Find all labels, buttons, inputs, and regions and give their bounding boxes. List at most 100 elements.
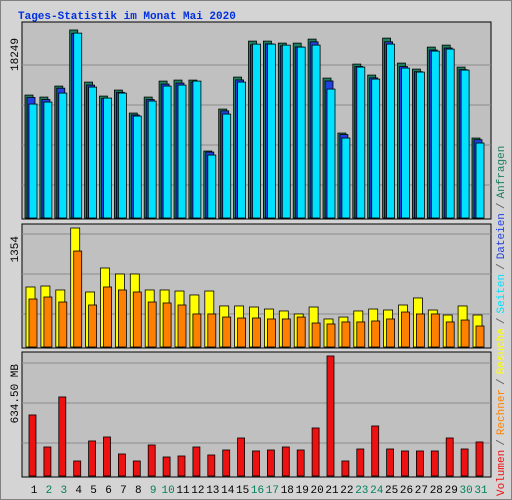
bar xyxy=(460,69,470,219)
bar xyxy=(118,453,126,477)
bar xyxy=(147,444,156,477)
bar xyxy=(252,43,261,219)
legend-separator: / xyxy=(496,318,508,325)
bar xyxy=(58,92,68,219)
bar xyxy=(132,291,142,348)
legend-entry: Volumen xyxy=(496,450,508,496)
bar xyxy=(132,460,141,477)
legend-entry: Dateien xyxy=(496,213,508,259)
bar xyxy=(118,289,127,348)
x-tick-label: 8 xyxy=(135,485,142,497)
bar xyxy=(103,97,112,219)
bar xyxy=(386,318,396,348)
x-tick-label: 5 xyxy=(90,485,97,497)
bar xyxy=(475,441,484,477)
bar xyxy=(28,103,38,219)
bar xyxy=(296,46,306,219)
bar xyxy=(103,436,111,477)
bar xyxy=(73,460,82,477)
bar xyxy=(281,44,291,219)
bar xyxy=(401,450,409,477)
bar xyxy=(415,313,425,348)
x-tick-label: 22 xyxy=(340,485,353,497)
x-tick-label: 14 xyxy=(221,485,235,497)
x-tick-label: 19 xyxy=(296,485,309,497)
bar xyxy=(237,317,247,348)
bar xyxy=(445,437,454,477)
bar xyxy=(341,321,351,348)
y-tick-label: 1354 xyxy=(10,236,22,263)
bar xyxy=(401,311,410,348)
bar xyxy=(415,71,425,219)
legend-separator: / xyxy=(496,263,508,270)
bar xyxy=(311,427,320,477)
bar xyxy=(430,450,439,477)
legend: Volumen / Rechner / Besuche / Seiten / Dateien / A… xyxy=(496,146,508,496)
bar xyxy=(371,320,381,348)
bar xyxy=(237,437,246,477)
bar xyxy=(341,137,351,219)
x-tick-label: 11 xyxy=(176,485,190,497)
x-tick-label: 6 xyxy=(105,485,112,497)
x-tick-label: 12 xyxy=(191,485,204,497)
bar xyxy=(296,316,306,348)
x-tick-label: 29 xyxy=(445,485,458,497)
bar xyxy=(326,355,335,477)
legend-separator: / xyxy=(496,439,508,446)
bar xyxy=(132,115,142,219)
x-tick-label: 26 xyxy=(400,485,413,497)
y-tick-label: 18249 xyxy=(10,38,22,71)
bar xyxy=(162,302,172,348)
x-tick-label: 1 xyxy=(31,485,38,497)
bar xyxy=(311,322,321,348)
bar xyxy=(73,32,83,219)
bar xyxy=(445,321,455,348)
bar xyxy=(28,298,38,348)
bar xyxy=(430,50,440,219)
bar xyxy=(371,425,380,477)
bar xyxy=(266,449,275,477)
bar xyxy=(252,317,261,348)
bar xyxy=(415,450,424,477)
bar xyxy=(386,448,395,477)
bar xyxy=(192,80,202,219)
bar xyxy=(192,446,201,477)
chart-title: Tages-Statistik im Monat Mai 2020 xyxy=(18,11,236,23)
bar xyxy=(103,286,112,348)
bar xyxy=(207,313,217,348)
x-tick-label: 28 xyxy=(430,485,443,497)
bar xyxy=(460,319,470,348)
x-tick-label: 13 xyxy=(206,485,219,497)
bar xyxy=(222,316,232,348)
bar xyxy=(177,455,186,477)
legend-entry: Rechner xyxy=(496,389,508,435)
x-tick-label: 16 xyxy=(251,485,264,497)
x-tick-label: 24 xyxy=(370,485,384,497)
bar xyxy=(43,101,53,219)
bar xyxy=(177,304,187,348)
x-tick-label: 9 xyxy=(150,485,157,497)
bar xyxy=(371,78,381,219)
bar xyxy=(88,440,96,477)
bar xyxy=(162,456,171,477)
bar xyxy=(252,450,260,477)
bar xyxy=(475,142,485,219)
bar xyxy=(475,325,485,348)
bar xyxy=(222,449,231,477)
bar xyxy=(445,48,455,219)
legend-separator: / xyxy=(496,378,508,385)
bar xyxy=(356,66,366,219)
bar xyxy=(430,313,440,348)
y-tick-label: 634.50 MB xyxy=(10,364,22,424)
x-tick-label: 17 xyxy=(266,485,279,497)
bar xyxy=(28,414,37,477)
bar xyxy=(460,448,469,477)
x-tick-label: 20 xyxy=(310,485,323,497)
bar xyxy=(311,44,321,219)
x-tick-label: 15 xyxy=(236,485,249,497)
x-tick-label: 10 xyxy=(161,485,174,497)
legend-entry: Seiten xyxy=(496,274,508,314)
bar xyxy=(162,85,172,219)
x-tick-label: 18 xyxy=(281,485,294,497)
